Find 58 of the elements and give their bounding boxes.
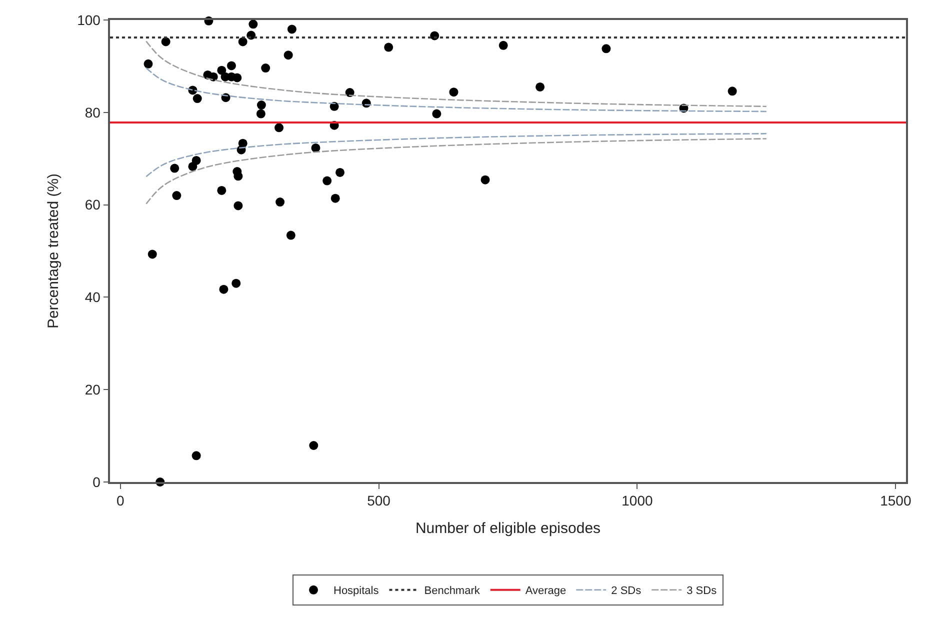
point [256, 109, 266, 118]
point [276, 198, 285, 207]
point [256, 100, 266, 110]
point [536, 82, 545, 92]
point [232, 73, 242, 82]
x-tick-label: 1000 [622, 492, 653, 509]
point [449, 88, 458, 97]
point [226, 61, 236, 70]
point [311, 143, 320, 152]
point [498, 40, 508, 50]
x-tick-label: 500 [367, 492, 391, 509]
point [144, 59, 153, 68]
point [217, 186, 226, 195]
point [234, 172, 243, 181]
y-tick-label: 60 [84, 196, 101, 213]
point [170, 164, 180, 173]
point [248, 20, 258, 29]
point [161, 37, 170, 46]
point [286, 230, 296, 240]
point [274, 123, 284, 132]
point [172, 191, 182, 200]
point [322, 176, 332, 186]
point [728, 86, 737, 96]
y-tick-label: 40 [84, 289, 101, 306]
line-series [146, 40, 768, 108]
legend-label: 3 SDs [686, 585, 718, 598]
point [432, 109, 442, 118]
point [238, 37, 248, 46]
point [192, 451, 201, 460]
legend-label: Hospitals [334, 585, 380, 598]
point [602, 44, 611, 54]
point [384, 42, 394, 52]
y-axis-title: Percentage treated (%) [44, 173, 62, 329]
x-tick-label: 1500 [880, 492, 912, 509]
legend-label: 2 SDs [611, 585, 642, 598]
point [232, 278, 241, 288]
y-tick-label: 0 [92, 474, 101, 490]
point [480, 175, 490, 184]
x-axis-title: Number of eligible episodes [415, 520, 601, 538]
y-tick-label: 20 [84, 382, 101, 398]
legend-label: Average [525, 585, 566, 598]
point [336, 168, 345, 177]
point [188, 162, 198, 171]
y-tick-label: 80 [84, 104, 101, 120]
point [309, 441, 318, 450]
point [284, 50, 293, 60]
x-tick-label: 0 [116, 492, 124, 509]
point [330, 194, 340, 203]
point [148, 250, 157, 259]
point [287, 24, 296, 34]
line-series [146, 133, 768, 178]
legend-label: Benchmark [424, 585, 480, 598]
line-series [146, 138, 768, 205]
point [234, 201, 243, 210]
point [219, 284, 228, 294]
y-tick-label: 100 [77, 12, 101, 28]
point [261, 64, 270, 73]
point [192, 94, 202, 104]
